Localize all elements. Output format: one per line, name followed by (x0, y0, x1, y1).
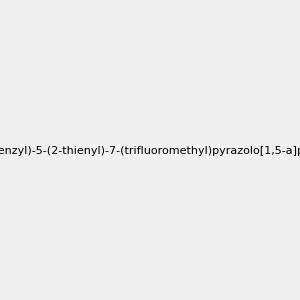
Text: 3-bromo-N-(4-methoxybenzyl)-5-(2-thienyl)-7-(trifluoromethyl)pyrazolo[1,5-a]pyri: 3-bromo-N-(4-methoxybenzyl)-5-(2-thienyl… (0, 146, 300, 157)
